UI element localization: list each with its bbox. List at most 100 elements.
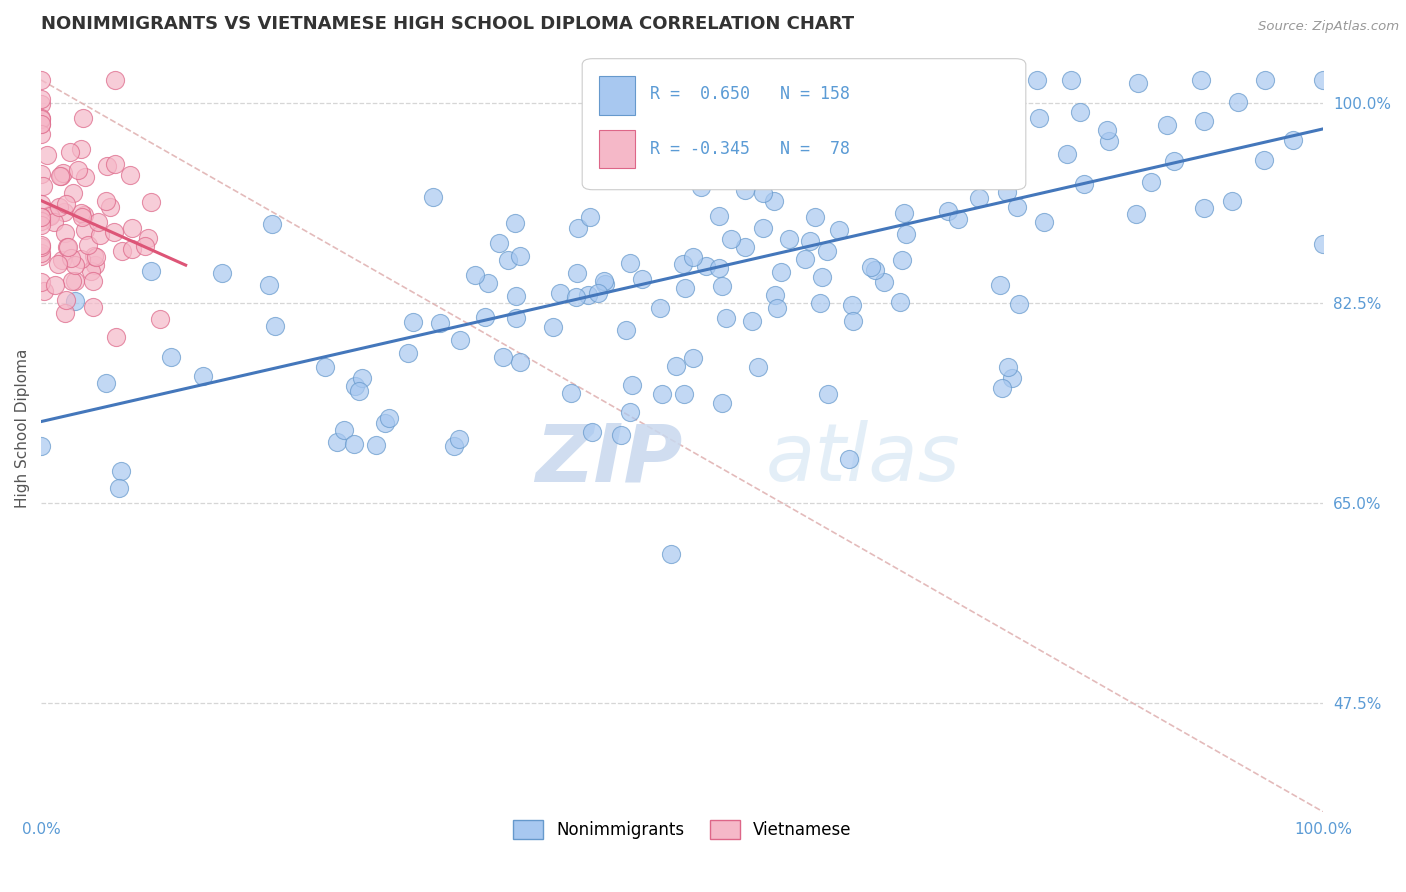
Point	[314, 360, 336, 375]
Point	[83, 249, 105, 263]
Point	[69, 142, 91, 156]
Point	[762, 194, 785, 208]
Point	[773, 95, 796, 109]
Point	[1156, 119, 1178, 133]
Point	[505, 289, 527, 303]
Point	[30, 210, 52, 224]
Point	[891, 252, 914, 267]
Point	[509, 355, 531, 369]
Point	[55, 293, 77, 308]
Point	[799, 158, 821, 172]
Point	[449, 333, 471, 347]
Point	[873, 275, 896, 289]
Point	[352, 371, 374, 385]
Point	[1125, 207, 1147, 221]
Point	[707, 260, 730, 275]
Point	[799, 235, 821, 249]
Bar	[599, 130, 634, 169]
Point	[32, 285, 55, 299]
Point	[709, 210, 731, 224]
Point	[1069, 105, 1091, 120]
Point	[1140, 175, 1163, 189]
Point	[695, 259, 717, 273]
Point	[477, 276, 499, 290]
Point	[30, 210, 52, 224]
Point	[121, 242, 143, 256]
Point	[711, 279, 734, 293]
Point	[139, 194, 162, 209]
Point	[30, 237, 52, 252]
Point	[548, 285, 571, 300]
Point	[889, 294, 911, 309]
Legend: Nonimmigrants, Vietnamese: Nonimmigrants, Vietnamese	[506, 814, 858, 846]
Point	[936, 204, 959, 219]
Point	[756, 112, 779, 126]
Point	[96, 159, 118, 173]
Point	[808, 296, 831, 310]
Point	[763, 288, 786, 302]
Point	[1163, 153, 1185, 168]
Point	[723, 111, 745, 125]
Point	[191, 369, 214, 384]
Point	[53, 205, 76, 219]
Point	[84, 258, 107, 272]
Point	[609, 428, 631, 442]
Point	[1033, 215, 1056, 229]
Point	[59, 145, 82, 159]
Point	[44, 278, 66, 293]
Point	[579, 210, 602, 224]
Point	[53, 306, 76, 320]
Text: ZIP: ZIP	[534, 420, 682, 499]
Point	[80, 263, 103, 277]
Point	[997, 360, 1019, 375]
Point	[794, 103, 817, 117]
Point	[52, 166, 75, 180]
Point	[30, 127, 52, 141]
Point	[509, 250, 531, 264]
Point	[1192, 201, 1215, 215]
Point	[66, 162, 89, 177]
Point	[1095, 123, 1118, 137]
Point	[73, 223, 96, 237]
Point	[581, 425, 603, 439]
Point	[82, 274, 104, 288]
FancyBboxPatch shape	[582, 59, 1026, 190]
Point	[98, 200, 121, 214]
Point	[464, 268, 486, 283]
Point	[817, 387, 839, 401]
Point	[1189, 73, 1212, 87]
Point	[505, 311, 527, 326]
Point	[665, 87, 688, 102]
Point	[614, 323, 637, 337]
Point	[811, 171, 834, 186]
Point	[121, 221, 143, 235]
Point	[966, 123, 988, 137]
Point	[592, 275, 614, 289]
Text: NONIMMIGRANTS VS VIETNAMESE HIGH SCHOOL DIPLOMA CORRELATION CHART: NONIMMIGRANTS VS VIETNAMESE HIGH SCHOOL …	[41, 15, 855, 33]
Point	[86, 215, 108, 229]
Point	[1312, 236, 1334, 251]
Point	[1028, 111, 1050, 125]
Point	[35, 148, 58, 162]
Point	[104, 73, 127, 87]
Point	[772, 123, 794, 137]
Point	[30, 73, 52, 87]
Point	[803, 211, 825, 225]
Point	[70, 210, 93, 224]
Point	[65, 258, 87, 272]
Point	[704, 159, 727, 173]
Point	[1008, 297, 1031, 311]
Point	[619, 405, 641, 419]
Point	[714, 311, 737, 326]
Point	[51, 252, 73, 267]
Point	[107, 481, 129, 495]
Point	[89, 227, 111, 242]
Point	[488, 235, 510, 250]
Point	[860, 260, 883, 274]
Point	[894, 227, 917, 242]
Point	[776, 162, 799, 177]
Point	[30, 112, 52, 126]
Point	[1281, 133, 1303, 147]
Point	[49, 169, 72, 183]
Point	[262, 217, 284, 231]
